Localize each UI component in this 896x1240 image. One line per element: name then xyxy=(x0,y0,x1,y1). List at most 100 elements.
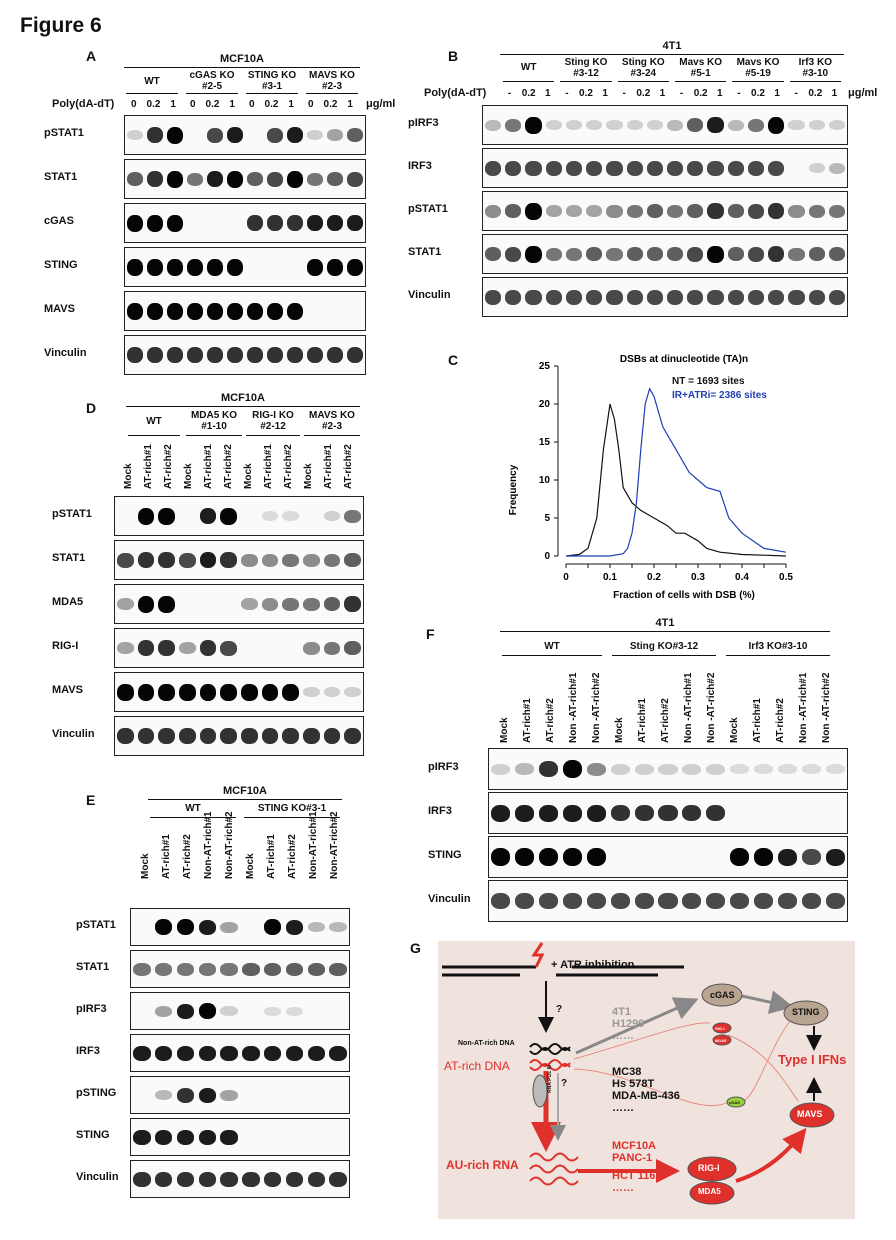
band xyxy=(307,130,323,140)
band xyxy=(303,641,320,655)
band xyxy=(307,922,326,932)
band xyxy=(147,302,163,320)
y-tick-label: 15 xyxy=(539,437,551,448)
cells-red: MCF10A PANC-1 HCT 116 …… xyxy=(612,1140,656,1194)
lane-label: Non -AT-rich#1 xyxy=(798,672,810,743)
question2-label: ? xyxy=(561,1078,568,1089)
band xyxy=(586,804,606,822)
blot-label: STAT1 xyxy=(76,961,110,973)
band xyxy=(727,289,744,305)
band xyxy=(539,893,559,909)
panel-a-unit: μg/ml xyxy=(366,98,396,110)
dose-tick: - xyxy=(737,88,741,99)
blot-label: pIRF3 xyxy=(408,117,439,129)
band xyxy=(525,245,542,263)
lane-label: AT-rich#2 xyxy=(775,698,787,743)
band xyxy=(801,893,821,909)
dose-tick: 1 xyxy=(170,99,176,110)
lane-label: AT-rich#1 xyxy=(636,698,648,743)
cell-ellipsis: …… xyxy=(612,1030,634,1042)
band xyxy=(788,204,805,218)
band xyxy=(658,805,678,821)
legend-nt: NT = 1693 sites xyxy=(672,376,745,387)
band xyxy=(282,597,299,611)
band xyxy=(220,1045,238,1061)
band xyxy=(247,215,263,231)
blot-sting xyxy=(130,1118,350,1156)
band xyxy=(347,215,363,231)
x-tick-label: 0.5 xyxy=(779,572,793,583)
dose-tick: 1 xyxy=(288,99,294,110)
blot-label: IRF3 xyxy=(408,160,432,172)
blot-mavs xyxy=(114,672,364,712)
chart-title: DSBs at dinucleotide (TA)n xyxy=(620,354,748,365)
blot-pstat1 xyxy=(482,191,848,231)
dose-tick: 1 xyxy=(716,88,723,99)
band xyxy=(220,507,237,525)
band xyxy=(777,848,797,866)
y-tick-label: 25 xyxy=(539,361,551,372)
cell-4t1: 4T1 xyxy=(612,1006,631,1018)
band xyxy=(768,289,785,305)
band xyxy=(133,962,151,976)
band xyxy=(176,962,195,976)
band xyxy=(687,160,704,176)
panel-b-group-rule xyxy=(617,81,669,82)
band xyxy=(706,893,726,909)
panel-b-group: Irf3 KO #3-10 xyxy=(798,57,832,79)
band xyxy=(753,893,773,909)
lane-label: Non-AT-rich#2 xyxy=(223,811,235,879)
rigi-small-label: RIG-I xyxy=(715,1026,725,1031)
blot-stat1 xyxy=(114,540,364,580)
band xyxy=(626,120,643,130)
band xyxy=(220,962,238,976)
band xyxy=(545,120,562,130)
band xyxy=(220,1171,238,1187)
panel-f-cellline-rule xyxy=(500,631,830,632)
panel-b-unit: μg/ml xyxy=(848,87,878,99)
lane-label: AT-rich#1 xyxy=(752,698,764,743)
y-tick-label: 5 xyxy=(544,513,550,524)
dose-tick: 0.2 xyxy=(146,99,161,110)
band xyxy=(267,171,283,187)
band xyxy=(545,289,562,305)
band xyxy=(263,1045,282,1061)
lane-label: AT-rich#2 xyxy=(343,444,354,489)
band xyxy=(606,247,623,261)
band xyxy=(137,728,155,744)
question-label: ? xyxy=(556,1004,563,1015)
rigi-small-node xyxy=(712,1022,732,1034)
band xyxy=(768,116,785,134)
blot-label: IRF3 xyxy=(428,805,452,817)
cell-h1299: H1299 xyxy=(612,1018,645,1030)
band xyxy=(261,511,279,521)
band xyxy=(147,214,163,232)
legend-ir-atri: IR+ATRi= 2386 sites xyxy=(672,390,767,401)
blot-pstat1 xyxy=(114,496,364,536)
panel-d-cell-line: MCF10A xyxy=(220,392,265,404)
rna-pol-node xyxy=(532,1074,548,1108)
band xyxy=(562,804,583,822)
band xyxy=(747,160,765,176)
band xyxy=(626,289,643,305)
panel-a-group-mavs: MAVS KO #2-3 xyxy=(309,70,355,92)
band xyxy=(626,247,643,261)
blot-pirf3 xyxy=(488,748,848,790)
band xyxy=(176,1171,195,1187)
band xyxy=(707,160,724,176)
band xyxy=(242,1171,260,1187)
band xyxy=(261,728,279,744)
panel-b-cell-line: 4T1 xyxy=(662,40,682,52)
band xyxy=(220,728,237,744)
band xyxy=(323,553,341,567)
band xyxy=(545,160,562,176)
band xyxy=(199,683,217,701)
panel-a-letter: A xyxy=(86,48,97,64)
band xyxy=(586,247,603,261)
band xyxy=(505,204,522,218)
blot-pstat1 xyxy=(130,908,350,946)
blot-label: Vinculin xyxy=(44,347,87,359)
band xyxy=(606,120,623,130)
rna-squiggle xyxy=(529,1164,579,1174)
band xyxy=(485,160,502,176)
